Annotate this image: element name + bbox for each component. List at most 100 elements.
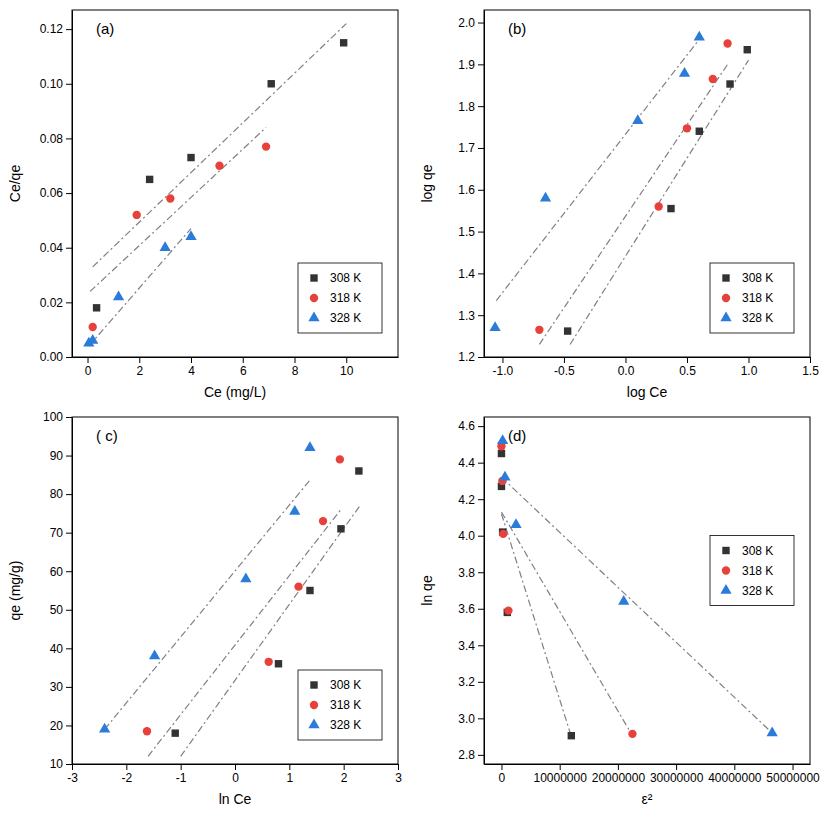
tick-label: 0.08 [40,132,64,146]
tick: 0.12 [40,22,72,36]
tick-mark [687,357,688,363]
tick-mark [66,84,72,85]
point [187,154,194,161]
tick-mark [66,29,72,30]
point [632,114,643,124]
tick-label: 10 [340,364,354,378]
tick-label: 8 [292,364,299,378]
tick: 4.4 [458,456,484,470]
point [510,518,521,528]
tick-mark [478,682,484,683]
point [498,450,505,457]
tick-mark [564,357,565,363]
legend-marker [720,584,731,594]
point [489,321,500,331]
point [265,658,273,666]
tick: 1.4 [458,267,484,281]
tick-mark [88,357,89,363]
point [87,334,98,344]
point [240,572,251,582]
tick-label: 60 [50,565,64,579]
tick: -1.0 [493,357,514,378]
tick-label: 30 [50,680,64,694]
plot-frame [484,10,810,357]
tick-mark [478,536,484,537]
tick-mark [72,764,73,770]
tick-label: -1 [176,771,187,785]
legend-marker [722,547,729,554]
point [497,434,508,444]
tick-label: 1.3 [458,309,475,323]
tick-mark [66,764,72,765]
tick-mark [66,193,72,194]
tick: -3 [67,764,78,785]
y-axis-title: Ce/qe [7,165,23,203]
point [89,323,97,331]
legend-label: 318 K [742,564,773,578]
y-axis-title: log qe [419,164,435,202]
tick: 0.5 [679,357,696,378]
tick: 0 [499,764,506,785]
tick: 1.2 [458,350,484,364]
point [132,211,140,219]
tick-label: 20000000 [592,771,646,785]
tick-label: 40000000 [708,771,762,785]
x-axis-title: ε² [642,791,653,807]
legend-box [298,670,382,740]
point [99,723,110,733]
fit-line [501,512,632,736]
panel-label: (a) [96,20,114,37]
tick-mark [478,426,484,427]
tick: 10000000 [533,764,587,785]
tick-label: 3.2 [458,675,475,689]
point [289,505,300,515]
tick-mark [66,357,72,358]
tick: -2 [121,764,132,785]
tick: 1.8 [458,99,484,113]
tick-label: 4.6 [458,419,475,433]
tick-mark [478,106,484,107]
tick: 20 [50,719,72,733]
tick-label: 4 [188,364,195,378]
tick-label: 0 [85,364,92,378]
legend-label: 308 K [330,271,361,285]
point [306,587,313,594]
fit-line [93,24,347,267]
legend-marker [310,294,318,302]
legend-marker [308,718,319,728]
tick-mark [478,609,484,610]
tick-mark [344,764,345,770]
tick: 1.3 [458,309,484,323]
point [149,650,160,660]
tick-mark [66,648,72,649]
legend-label: 318 K [330,698,361,712]
tick: 0.04 [40,241,72,255]
tick-label: 1.5 [458,225,475,239]
tick-label: 1 [286,771,293,785]
tick-mark [478,718,484,719]
axis-line [72,11,73,358]
point [275,660,282,667]
tick-mark [676,764,677,770]
point [540,192,551,202]
tick: 10 [50,757,72,771]
tick-label: 0 [232,771,239,785]
tick-mark [478,357,484,358]
tick: 0.0 [618,357,635,378]
axis-line [484,11,485,358]
fit-line [501,514,571,737]
tick: 2 [136,357,143,378]
tick-label: 0.5 [679,364,696,378]
point [655,202,663,210]
tick-label: 10 [50,757,64,771]
legend-box [710,263,794,333]
legend-label: 328 K [742,584,773,598]
tick-mark [66,138,72,139]
tick-label: 3.4 [458,639,475,653]
tick: 0 [85,357,92,378]
tick: 3.8 [458,566,484,580]
tick-label: 3.6 [458,602,475,616]
panel: 02468100.000.020.040.060.080.100.12Ce (m… [7,10,399,400]
tick-label: 0.0 [618,364,635,378]
point [215,162,223,170]
